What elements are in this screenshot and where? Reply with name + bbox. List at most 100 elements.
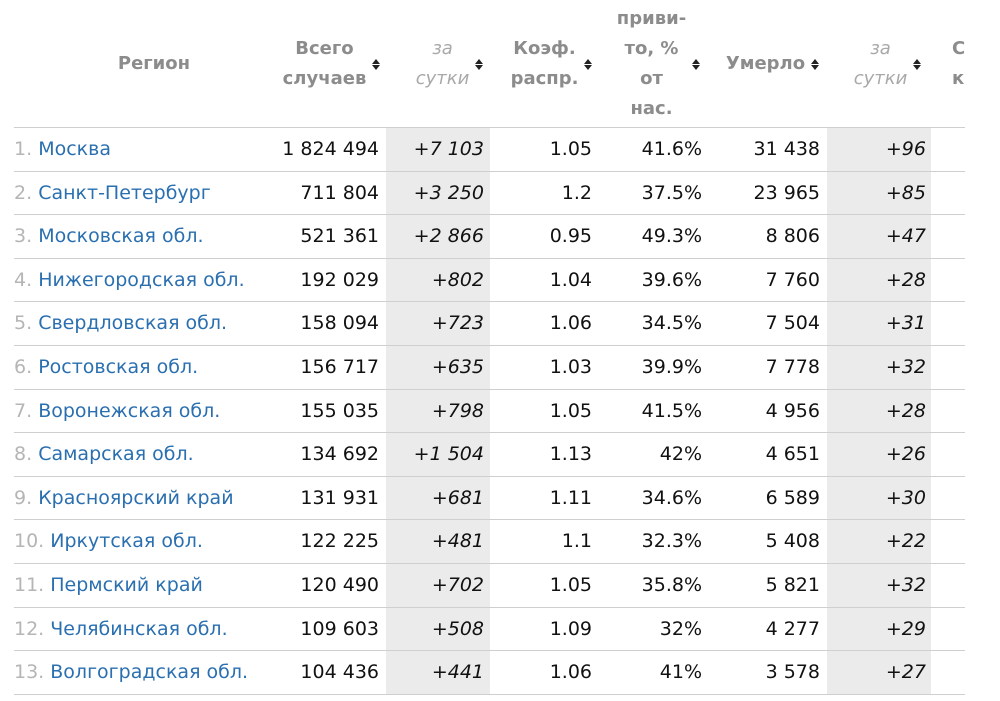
sort-icon[interactable] (371, 58, 381, 70)
daily-cases-cell: +702 (431, 574, 484, 596)
region-link[interactable]: Пермский край (50, 574, 203, 596)
header-vacc-line1: приви- (616, 8, 687, 29)
daily-deaths-cell: +22 (885, 530, 926, 553)
coef-cell: 1.03 (549, 356, 592, 378)
region-link[interactable]: Москва (38, 138, 111, 160)
header-partial-column[interactable]: С к (952, 0, 992, 128)
coef-cell: 1.05 (549, 574, 592, 596)
coef-cell: 1.13 (549, 443, 592, 466)
total-cases-cell: 104 436 (300, 661, 379, 684)
region-cell: 12. Челябинская обл. (14, 608, 228, 651)
total-cases-cell: 109 603 (300, 617, 379, 640)
deaths-cell: 6 589 (765, 486, 820, 509)
region-link[interactable]: Волгоградская обл. (50, 661, 249, 684)
sort-icon[interactable] (474, 58, 484, 70)
table-row: 6. Ростовская обл. 156 717 +635 1.03 39.… (14, 345, 965, 389)
region-cell: 7. Воронежская обл. (14, 390, 220, 433)
coef-cell: 0.95 (549, 225, 592, 248)
header-total-line2: случаев (282, 68, 367, 89)
coef-cell: 1.04 (549, 268, 592, 291)
deaths-cell: 4 956 (765, 399, 820, 422)
vaccinated-cell: 41% (659, 661, 702, 684)
rank-number: 13. (14, 661, 45, 684)
deaths-cell: 7 760 (765, 268, 820, 291)
daily-cases-cell: +681 (431, 486, 484, 509)
region-link[interactable]: Санкт-Петербург (38, 181, 211, 204)
rank-number: 4. (14, 268, 33, 291)
header-coef-line2: распр. (510, 68, 579, 89)
region-cell: 10. Иркутская обл. (14, 520, 203, 563)
rank-number: 8. (14, 443, 33, 466)
table-header: Регион Всего случаев за сутки Коэф. расп… (14, 0, 1000, 128)
region-cell: 11. Пермский край (14, 564, 203, 607)
coef-cell: 1.11 (549, 486, 592, 509)
header-vacc-line4: нас. (630, 98, 673, 119)
deaths-cell: 4 277 (765, 617, 820, 640)
vaccinated-cell: 42% (659, 443, 702, 466)
vaccinated-cell: 49.3% (641, 225, 702, 248)
header-daily-deaths[interactable]: за сутки (834, 0, 942, 128)
region-link[interactable]: Московская обл. (38, 225, 204, 248)
region-cell: 13. Волгоградская обл. (14, 651, 248, 694)
daily-cases-cell: +441 (431, 661, 484, 684)
header-region-label: Регион (117, 53, 191, 74)
vaccinated-cell: 37.5% (641, 181, 702, 204)
rank-number: 2. (14, 181, 33, 204)
rank-number: 9. (14, 486, 33, 509)
deaths-cell: 31 438 (753, 138, 820, 160)
total-cases-cell: 192 029 (300, 268, 379, 291)
header-total-cases[interactable]: Всего случаев (272, 0, 392, 128)
region-link[interactable]: Челябинская обл. (50, 617, 228, 640)
region-link[interactable]: Нижегородская обл. (38, 268, 245, 291)
total-cases-cell: 134 692 (300, 443, 379, 466)
total-cases-cell: 711 804 (300, 181, 379, 204)
table-row: 9. Красноярский край 131 931 +681 1.11 3… (14, 475, 965, 520)
daily-deaths-cell: +32 (885, 574, 926, 596)
sort-icon[interactable] (810, 58, 820, 70)
header-vaccinated[interactable]: приви- то, % от нас. (604, 0, 714, 128)
deaths-cell: 5 821 (765, 574, 820, 596)
daily-cases-cell: +635 (431, 356, 484, 378)
vaccinated-cell: 35.8% (641, 574, 702, 596)
region-link[interactable]: Иркутская обл. (50, 530, 203, 553)
daily-deaths-cell: +30 (885, 486, 926, 509)
header-coef[interactable]: Коэф. распр. (502, 0, 602, 128)
sort-icon[interactable] (583, 58, 593, 70)
total-cases-cell: 122 225 (300, 530, 379, 553)
region-cell: 5. Свердловская обл. (14, 302, 227, 345)
region-link[interactable]: Красноярский край (38, 486, 234, 509)
daily-cases-column-shade (386, 128, 490, 695)
table-row: 10. Иркутская обл. 122 225 +481 1.1 32.3… (14, 519, 965, 563)
total-cases-cell: 1 824 494 (282, 138, 379, 160)
table-row: 4. Нижегородская обл. 192 029 +802 1.04 … (14, 257, 965, 302)
coef-cell: 1.05 (549, 138, 592, 160)
header-coef-line1: Коэф. (513, 38, 576, 59)
vaccinated-cell: 32% (659, 617, 702, 640)
sort-icon[interactable] (691, 58, 701, 70)
daily-deaths-cell: +28 (885, 268, 926, 291)
daily-deaths-cell: +96 (885, 138, 926, 160)
region-link[interactable]: Свердловская обл. (38, 312, 228, 335)
vaccinated-cell: 32.3% (641, 530, 702, 553)
daily-deaths-cell: +31 (885, 312, 926, 335)
daily-deaths-cell: +26 (885, 443, 926, 466)
region-link[interactable]: Воронежская обл. (38, 399, 221, 422)
vaccinated-cell: 41.5% (641, 399, 702, 422)
daily-cases-cell: +481 (431, 530, 484, 553)
sort-icon[interactable] (912, 58, 922, 70)
header-daily-cases[interactable]: за сутки (390, 0, 510, 128)
table-row: 7. Воронежская обл. 155 035 +798 1.05 41… (14, 388, 965, 433)
header-deaths[interactable]: Умерло (718, 0, 828, 128)
daily-deaths-cell: +32 (885, 356, 926, 378)
header-daily-deaths-line2: сутки (853, 68, 908, 89)
table-row: 5. Свердловская обл. 158 094 +723 1.06 3… (14, 301, 965, 345)
daily-cases-cell: +2 866 (413, 225, 484, 248)
coef-cell: 1.1 (561, 530, 592, 553)
header-region[interactable]: Регион (84, 0, 224, 128)
daily-cases-cell: +723 (431, 312, 484, 335)
vaccinated-cell: 34.6% (641, 486, 702, 509)
region-link[interactable]: Ростовская обл. (38, 356, 199, 378)
region-link[interactable]: Самарская обл. (38, 443, 194, 466)
vaccinated-cell: 39.9% (641, 356, 702, 378)
daily-deaths-cell: +47 (885, 225, 926, 248)
